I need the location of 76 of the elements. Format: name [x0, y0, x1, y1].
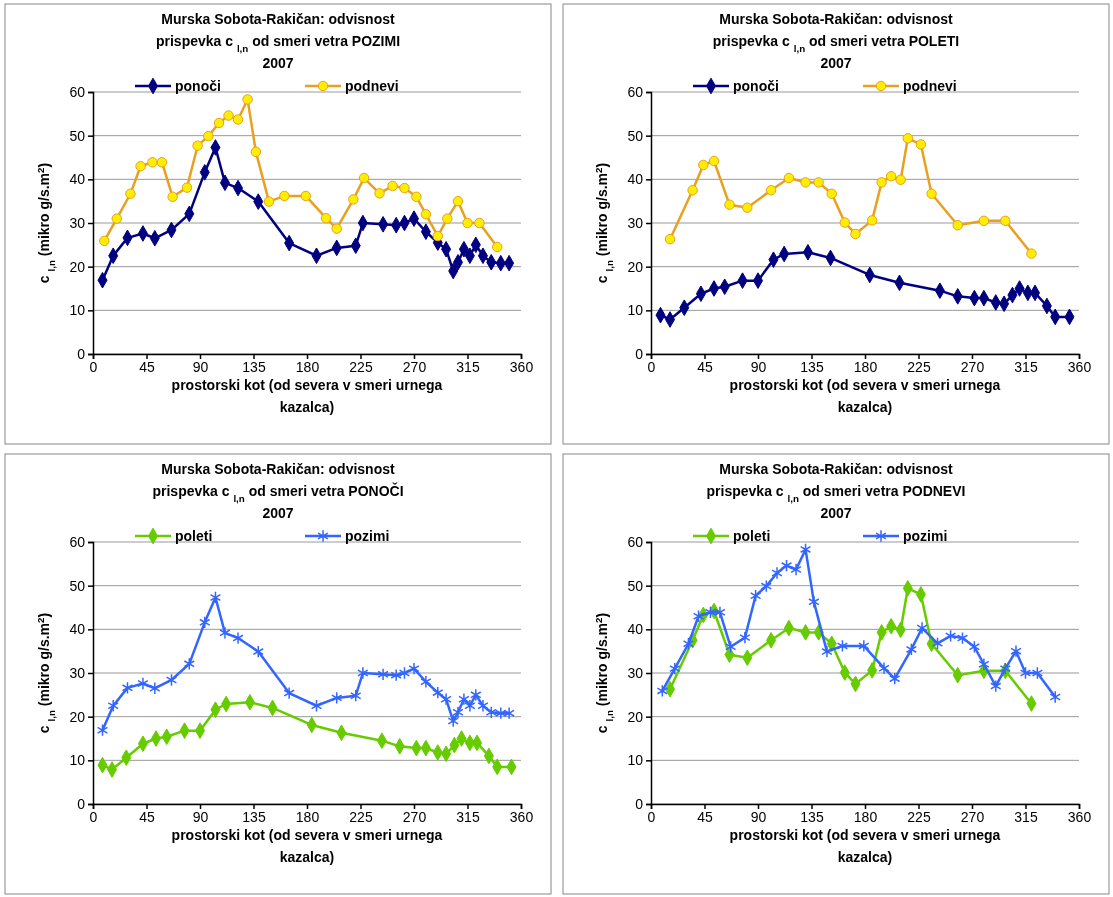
- y-tick-label: 10: [627, 302, 644, 319]
- x-tick-label: 180: [295, 358, 320, 375]
- legend-label: pozimi: [903, 528, 948, 544]
- y-tick-label: 30: [627, 664, 644, 681]
- legend-label: ponoči: [733, 78, 779, 94]
- x-tick-label: 0: [647, 808, 656, 825]
- x-tick-label: 45: [697, 358, 713, 375]
- x-tick-label: 360: [1067, 358, 1092, 375]
- y-tick-label: 60: [627, 83, 644, 100]
- x-tick-label: 270: [402, 808, 427, 825]
- x-tick-label: 315: [456, 808, 480, 825]
- y-tick-label: 50: [627, 577, 644, 594]
- x-tick-label: 135: [800, 808, 824, 825]
- y-tick-label: 60: [627, 533, 644, 550]
- x-tick-label: 270: [402, 358, 427, 375]
- y-tick-label: 10: [69, 752, 86, 769]
- x-tick-label: 90: [750, 808, 767, 825]
- x-tick-label: 360: [509, 358, 534, 375]
- x-tick-label: 0: [647, 358, 656, 375]
- y-tick-label: 50: [69, 577, 86, 594]
- x-tick-label: 180: [853, 358, 878, 375]
- y-tick-label: 30: [69, 664, 86, 681]
- legend-label: poleti: [175, 528, 213, 544]
- x-tick-label: 360: [1067, 808, 1092, 825]
- y-tick-label: 40: [69, 171, 86, 188]
- x-tick-label: 90: [192, 358, 209, 375]
- legend-label: pozimi: [345, 528, 390, 544]
- x-tick-label: 90: [192, 808, 209, 825]
- x-axis-title: prostorski kot (od severa v smeri urnega kazalca): [729, 827, 1001, 865]
- x-tick-label: 135: [242, 808, 266, 825]
- x-axis-title: prostorski kot (od severa v smeri urnega kazalca): [171, 827, 443, 865]
- x-tick-label: 225: [907, 358, 931, 375]
- legend-label: podnevi: [903, 78, 957, 94]
- x-tick-label: 225: [907, 808, 931, 825]
- x-tick-label: 180: [295, 808, 320, 825]
- y-tick-label: 20: [69, 258, 86, 275]
- y-tick-label: 20: [627, 258, 644, 275]
- y-tick-label: 0: [635, 345, 644, 362]
- x-tick-label: 270: [960, 358, 985, 375]
- y-tick-label: 10: [627, 752, 644, 769]
- x-tick-label: 360: [509, 808, 534, 825]
- y-tick-label: 10: [69, 302, 86, 319]
- y-tick-label: 30: [627, 214, 644, 231]
- y-tick-label: 60: [69, 533, 86, 550]
- legend-label: ponoči: [175, 78, 221, 94]
- x-tick-label: 135: [242, 358, 266, 375]
- legend-label: poleti: [733, 528, 771, 544]
- y-tick-label: 50: [627, 127, 644, 144]
- y-tick-label: 20: [69, 708, 86, 725]
- y-tick-label: 30: [69, 214, 86, 231]
- x-tick-label: 315: [1014, 358, 1038, 375]
- x-tick-label: 0: [89, 808, 98, 825]
- y-tick-label: 0: [635, 795, 644, 812]
- x-tick-label: 315: [456, 358, 480, 375]
- x-tick-label: 135: [800, 358, 824, 375]
- x-tick-label: 225: [349, 358, 373, 375]
- y-tick-label: 20: [627, 708, 644, 725]
- y-tick-label: 60: [69, 83, 86, 100]
- y-tick-label: 40: [69, 621, 86, 638]
- x-tick-label: 90: [750, 358, 767, 375]
- y-tick-label: 0: [77, 345, 86, 362]
- x-tick-label: 180: [853, 808, 878, 825]
- x-tick-label: 45: [697, 808, 713, 825]
- x-tick-label: 45: [139, 808, 155, 825]
- x-tick-label: 225: [349, 808, 373, 825]
- legend-label: podnevi: [345, 78, 399, 94]
- x-tick-label: 45: [139, 358, 155, 375]
- y-tick-label: 40: [627, 621, 644, 638]
- y-tick-label: 0: [77, 795, 86, 812]
- y-tick-label: 40: [627, 171, 644, 188]
- x-axis-title: prostorski kot (od severa v smeri urnega kazalca): [729, 377, 1001, 415]
- x-tick-label: 270: [960, 808, 985, 825]
- x-tick-label: 315: [1014, 808, 1038, 825]
- x-axis-title: prostorski kot (od severa v smeri urnega kazalca): [171, 377, 443, 415]
- x-tick-label: 0: [89, 358, 98, 375]
- y-tick-label: 50: [69, 127, 86, 144]
